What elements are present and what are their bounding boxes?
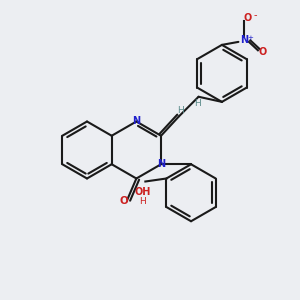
Text: OH: OH bbox=[134, 187, 151, 197]
Text: N: N bbox=[240, 35, 248, 45]
Text: O: O bbox=[243, 13, 251, 23]
Text: +: + bbox=[247, 35, 253, 41]
Text: H: H bbox=[194, 99, 200, 108]
Text: O: O bbox=[258, 47, 266, 57]
Text: N: N bbox=[132, 116, 140, 127]
Text: H: H bbox=[177, 106, 184, 116]
Text: -: - bbox=[254, 11, 257, 20]
Text: O: O bbox=[119, 196, 128, 206]
Text: H: H bbox=[139, 196, 146, 206]
Text: N: N bbox=[157, 159, 165, 169]
